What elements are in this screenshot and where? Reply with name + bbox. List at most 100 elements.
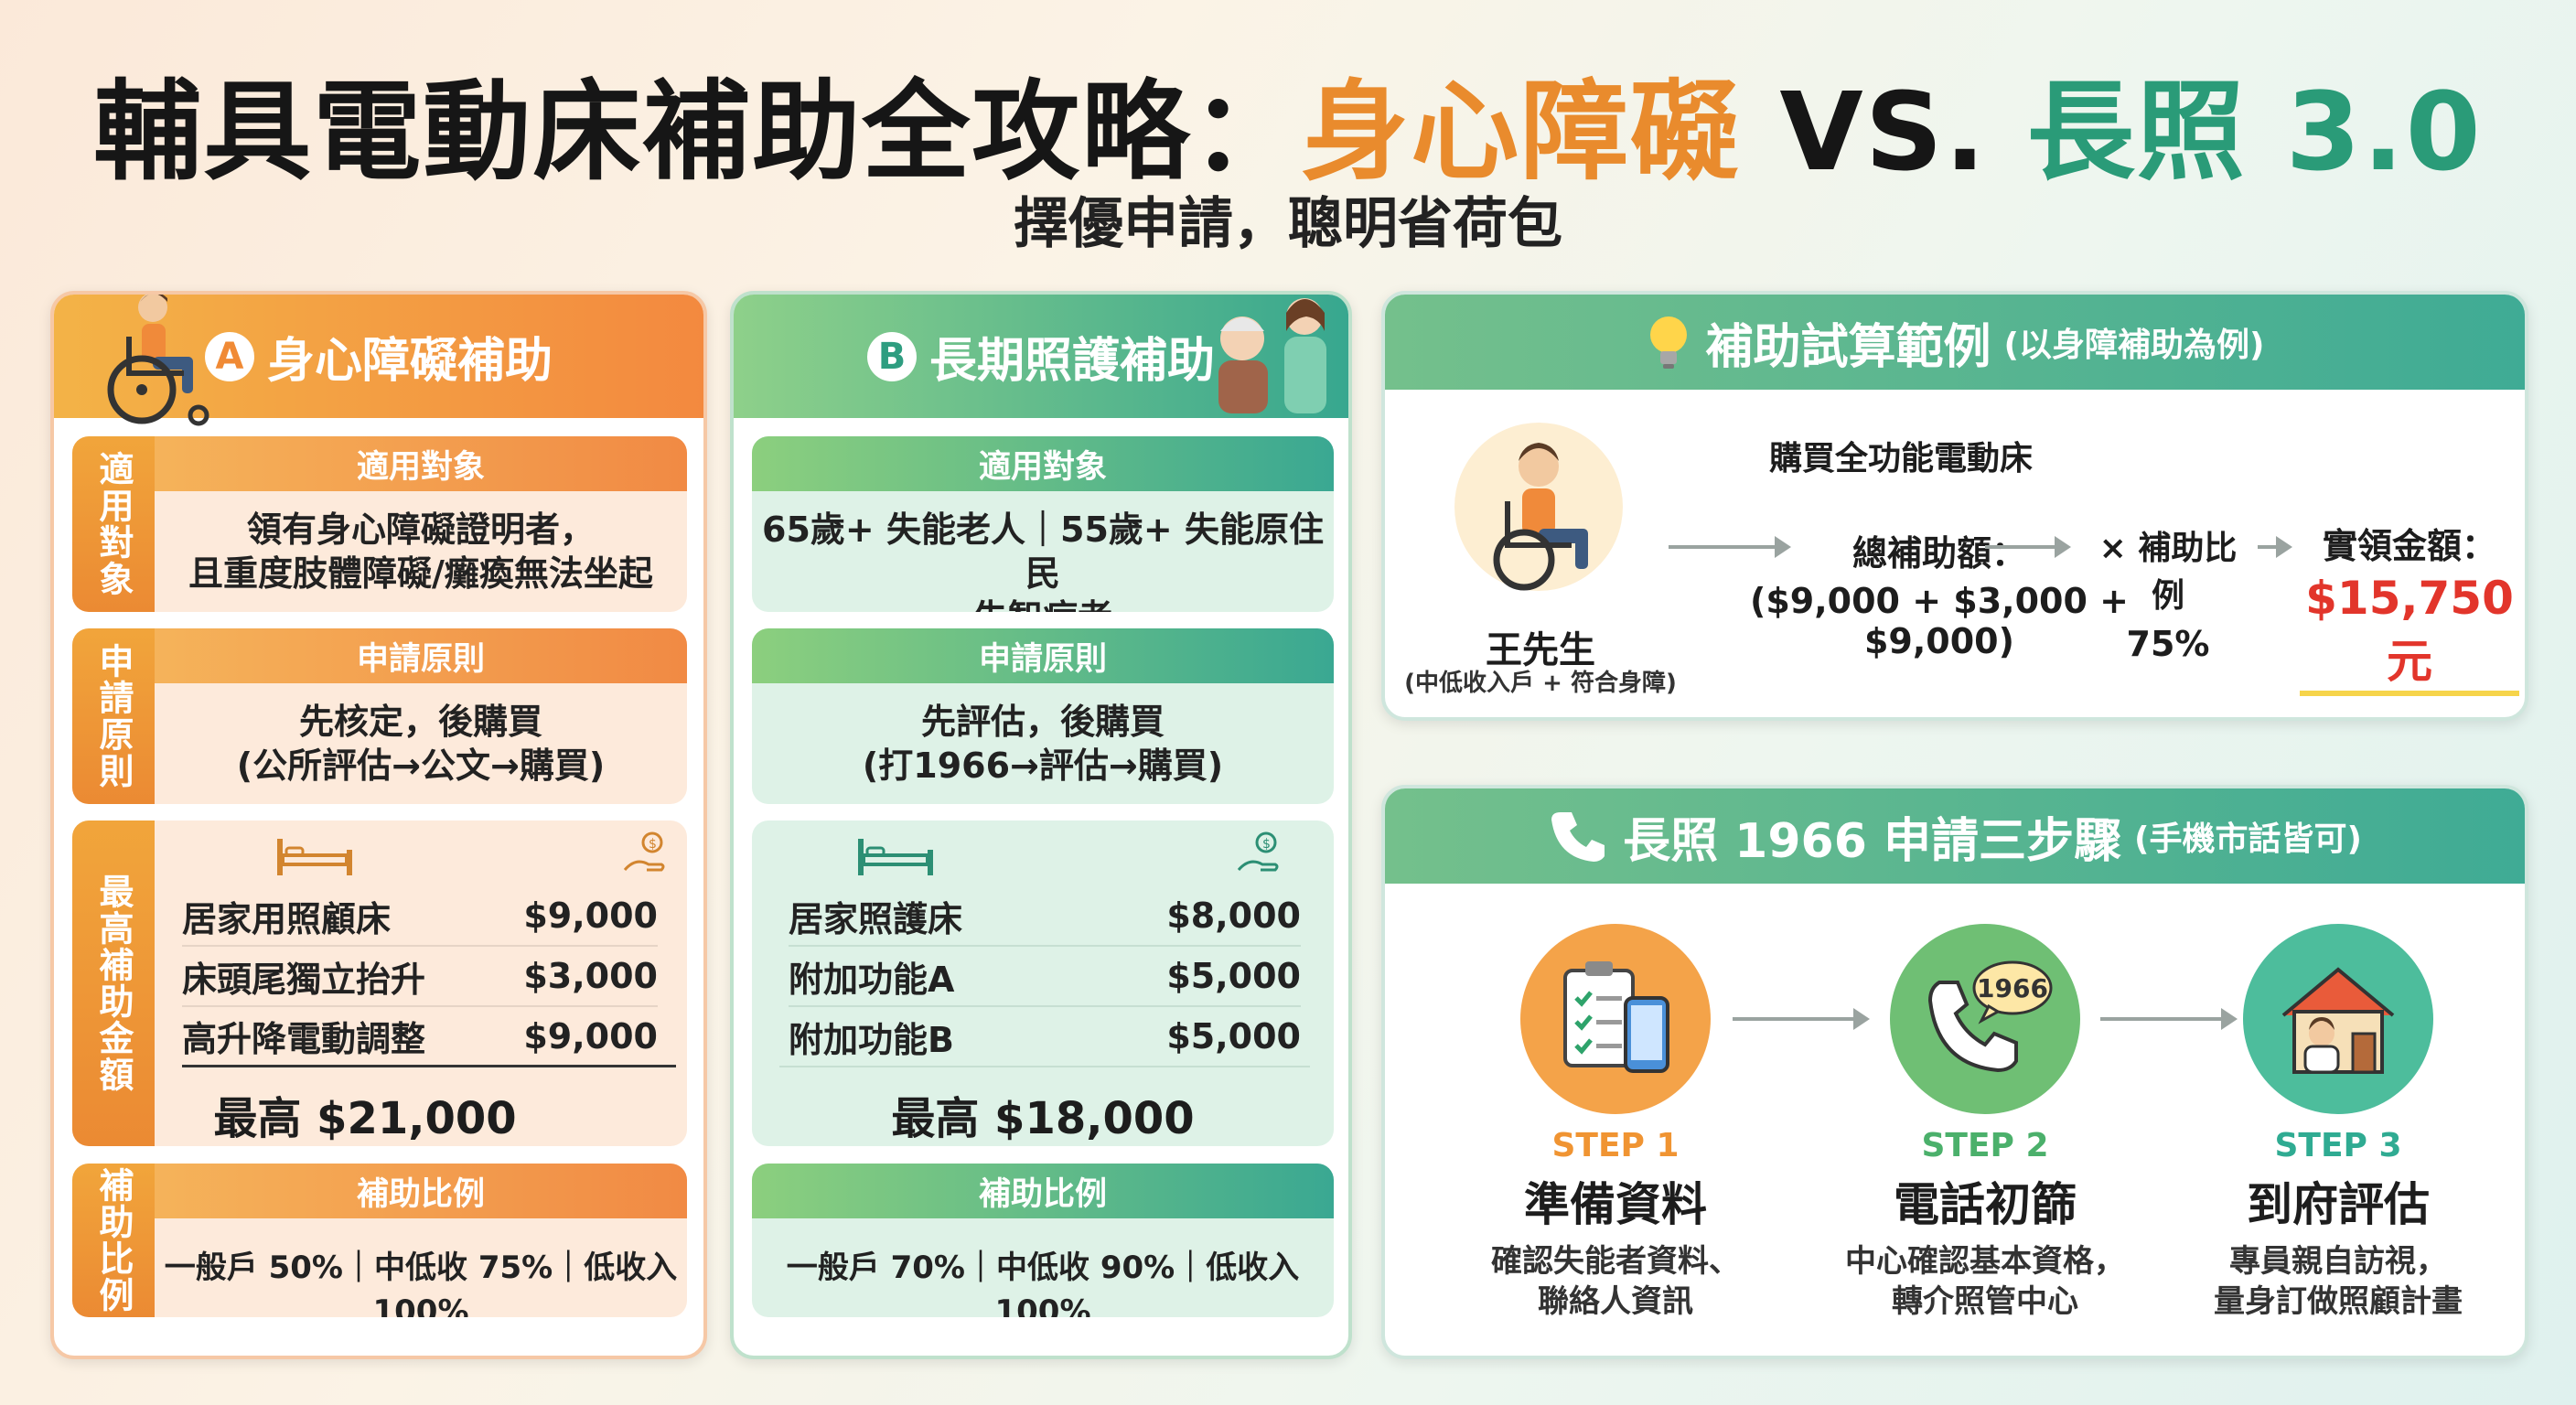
badge-b: B: [866, 331, 917, 381]
title-vs: VS.: [1740, 69, 2027, 195]
arrow-icon: [1669, 536, 1791, 558]
b-principle-bar: 申請原則: [752, 628, 1334, 683]
a-item-row: 床頭尾獨立抬升 $3,000: [182, 947, 658, 1007]
b-item-name: 居家照護床: [789, 898, 963, 939]
card-d-header: 長照 1966 申請三步驟 (手機市話皆可): [1385, 788, 2525, 884]
step2-desc-line2: 轉介照管中心: [1892, 1283, 2078, 1320]
b-item-row: 附加功能B $5,000: [779, 1007, 1310, 1067]
actual-value: $15,750 元: [2300, 572, 2519, 696]
step1-desc-line1: 確認失能者資料、: [1491, 1243, 1740, 1280]
card-a-header: A 身心障礙補助: [54, 295, 703, 426]
card-d-title: 長照 1966 申請三步驟: [1623, 813, 2121, 869]
money-hand-icon: $: [623, 831, 665, 872]
b-target-line2: 失智症者: [752, 595, 1334, 612]
arrow-icon: [2100, 1008, 2238, 1030]
step3-no: STEP 3: [2274, 1127, 2402, 1164]
step3-title: 到府評估: [2247, 1178, 2430, 1231]
ratio-value: 75%: [2126, 624, 2210, 664]
disability-subsidy-card: A 身心障礙補助 適用對象 適用對象 領有身心障礙證明者， 且重度肢體障礙/癱瘓…: [50, 291, 707, 1359]
person-illustration: [1454, 423, 1623, 591]
a-ratio-side-label: 補助比例: [72, 1164, 155, 1317]
step1-desc-line2: 聯絡人資訊: [1538, 1283, 1693, 1320]
a-principle-text: 先核定，後購買 (公所評估→公文→購買): [155, 700, 687, 788]
step3-label: STEP 3 到府評估 專員親自訪視， 量身訂做照顧計畫: [2164, 1127, 2512, 1322]
purchase-label: 購買全功能電動床: [1769, 440, 2034, 477]
a-item-row: 高升降電動調整 $9,000: [182, 1007, 676, 1067]
b-target-bar: 適用對象: [752, 436, 1334, 491]
a-target-section: 適用對象 適用對象 領有身心障礙證明者， 且重度肢體障礙/癱瘓無法坐起: [72, 436, 687, 612]
caregiver-elder-icon: [1218, 298, 1326, 413]
step1-title: 準備資料: [1524, 1178, 1707, 1231]
step3-desc: 專員親自訪視， 量身訂做照顧計畫: [2164, 1241, 2512, 1322]
step2-title: 電話初篩: [1894, 1178, 2077, 1231]
ltc-1966-steps-card: 長照 1966 申請三步驟 (手機市話皆可) STEP 1 準備資料 確認失能者…: [1381, 785, 2528, 1359]
bed-icon: [277, 839, 352, 875]
money-hand-icon: $: [1237, 831, 1279, 872]
b-item-amount: $8,000: [1166, 896, 1301, 936]
b-item-amount: $5,000: [1166, 1016, 1301, 1056]
b-ratio-bar: 補助比例: [752, 1164, 1334, 1218]
actual-amount-block: 實領金額： $15,750 元: [2300, 518, 2519, 696]
a-target-bar: 適用對象: [155, 436, 687, 491]
step2-desc-line1: 中心確認基本資格，: [1845, 1243, 2125, 1280]
step3-desc-line2: 量身訂做照顧計畫: [2214, 1283, 2463, 1320]
arrow-icon: [1733, 1008, 1870, 1030]
a-ratio-section: 補助比例 補助比例 一般戶 50%｜中低收 75%｜低收入 100%: [72, 1164, 687, 1317]
clipboard-phone-icon: [1563, 961, 1669, 1073]
actual-label: 實領金額：: [2322, 526, 2496, 566]
a-amount-side-label: 最高補助金額: [72, 820, 155, 1146]
card-c-header: 補助試算範例 (以身障補助為例): [1385, 295, 2525, 390]
a-principle-line2: (公所評估→公文→購買): [236, 745, 606, 786]
step2-no: STEP 2: [1921, 1127, 2049, 1164]
step1-label: STEP 1 準備資料 確認失能者資料、 聯絡人資訊: [1442, 1127, 1789, 1322]
b-ratio-text: 一般戶 70%｜中低收 90%｜低收入 100%: [786, 1249, 1300, 1317]
card-b-header: B 長期照護補助: [734, 295, 1348, 418]
b-principle-line2: (打1966→評估→購買): [862, 745, 1224, 786]
a-total: 最高 $21,000: [213, 1093, 517, 1144]
card-c-title-note: (以身障補助為例): [2003, 327, 2265, 364]
b-item-name: 附加功能A: [789, 959, 955, 1000]
a-item-amount: $9,000: [523, 896, 658, 936]
step2-desc: 中心確認基本資格， 轉介照管中心: [1811, 1241, 2159, 1322]
a-principle-bar: 申請原則: [155, 628, 687, 683]
a-ratio-bar: 補助比例: [155, 1164, 687, 1218]
arrow-icon: [2258, 536, 2292, 558]
b-item-name: 附加功能B: [789, 1019, 954, 1060]
card-d-title-note: (手機市話皆可): [2134, 820, 2362, 858]
lightbulb-icon: [1649, 316, 1687, 369]
a-item-name: 床頭尾獨立抬升: [182, 959, 426, 1000]
a-principle-line1: 先核定，後購買: [298, 702, 542, 742]
total-formula: ($9,000 + $3,000 + $9,000): [1749, 581, 2129, 661]
bed-icon: [858, 839, 933, 875]
calculation-example-card: 補助試算範例 (以身障補助為例) 王先生 (中低收入戶 + 符合身障) 購買全功…: [1381, 291, 2528, 721]
step3-desc-line1: 專員親自訪視，: [2229, 1243, 2447, 1280]
svg-text:$: $: [1262, 837, 1271, 852]
long-term-care-subsidy-card: B 長期照護補助 適用對象 65歲+ 失能老人｜55歲+ 失能原住民 失智症者 …: [730, 291, 1352, 1359]
ratio-block: × 補助比例 75%: [2086, 521, 2250, 664]
a-ratio-text: 一般戶 50%｜中低收 75%｜低收入 100%: [164, 1249, 678, 1317]
badge-a: A: [204, 331, 254, 381]
svg-text:$: $: [649, 837, 657, 852]
b-principle-text: 先評估，後購買 (打1966→評估→購買): [752, 700, 1334, 788]
title-disability: 身心障礙: [1301, 69, 1741, 195]
wheelchair-user-icon: [107, 295, 209, 426]
step2-circle: 1966: [1890, 924, 2080, 1114]
page-title: 輔具電動床補助全攻略：身心障礙 VS. 長照 3.0: [0, 44, 2576, 200]
card-c-title: 補助試算範例: [1705, 319, 1991, 375]
b-principle-line1: 先評估，後購買: [920, 702, 1165, 742]
b-item-row: 居家照護床 $8,000: [789, 886, 1301, 947]
a-target-side-label: 適用對象: [72, 436, 155, 612]
house-visit-icon: [2281, 967, 2395, 1074]
b-target-line1: 65歲+ 失能老人｜55歲+ 失能原住民: [762, 509, 1324, 594]
a-target-line1: 領有身心障礙證明者，: [246, 509, 595, 550]
arrow-icon: [1985, 536, 2071, 558]
a-item-amount: $9,000: [523, 1015, 658, 1056]
a-item-row: 居家用照顧床 $9,000: [182, 886, 658, 947]
b-item-row: 附加功能A $5,000: [789, 947, 1301, 1007]
a-item-name: 居家用照顧床: [182, 898, 392, 939]
step1-desc: 確認失能者資料、 聯絡人資訊: [1442, 1241, 1789, 1322]
total-label: 總補助額：: [1852, 533, 2026, 574]
a-amount-section: 最高補助金額 $ 居家用照顧床 $9,000 床頭尾獨立抬升 $3,000 高升…: [72, 820, 687, 1146]
step2-label: STEP 2 電話初篩 中心確認基本資格， 轉介照管中心: [1811, 1127, 2159, 1322]
person-note: (中低收入戶 + 符合身障): [1404, 670, 1677, 697]
